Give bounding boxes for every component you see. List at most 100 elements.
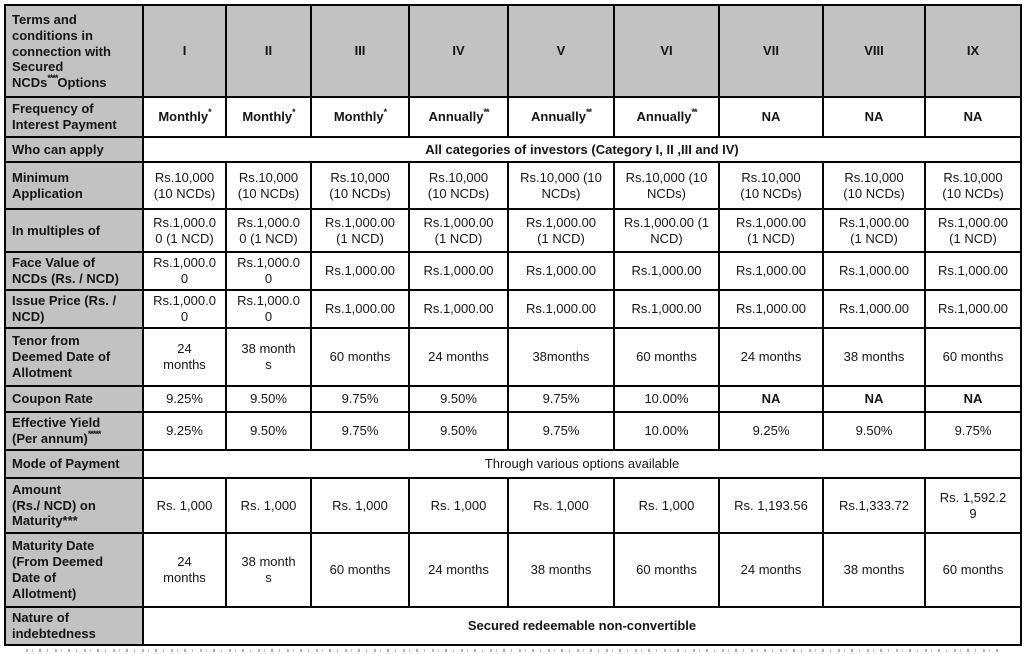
table-cell: Rs.1,000.00 (1 NCD) [507,208,615,253]
table-row: Mode of Payment Through various options … [4,449,1022,479]
table-cell: Monthly* [310,96,410,138]
cell-superscript: ** [585,106,592,117]
table-cell: 38 month s [225,532,312,608]
table-cell: Rs.1,000.00 [507,289,615,329]
table-cell: NA [718,96,824,138]
table-cell: 60 months [310,327,410,387]
row-label-amount-on-maturity: Amount (Rs./ NCD) on Maturity*** [4,477,144,534]
table-row: Effective Yield (Per annum)***** 9.25% 9… [4,411,1022,451]
table-cell: 60 months [310,532,410,608]
table-cell: Rs.1,000.00 [822,289,926,329]
table-cell: Rs.1,000.0 0 (1 NCD) [142,208,227,253]
table-cell: Rs.1,000.00 [408,251,509,291]
table-cell: 9.50% [225,411,312,451]
column-header-IX: IX [924,4,1022,98]
table-cell: Rs.1,000.00 [408,289,509,329]
table-cell: 60 months [613,532,720,608]
table-cell: Rs.10,000 (10 NCDs) [310,161,410,210]
table-cell: Rs. 1,000 [613,477,720,534]
table-cell: Monthly* [142,96,227,138]
spanning-cell-mode-of-payment: Through various options available [142,449,1022,479]
table-cell: Rs.10,000 (10 NCDs) [924,161,1022,210]
table-row: Coupon Rate 9.25% 9.50% 9.75% 9.50% 9.75… [4,385,1022,413]
cell-text: Monthly [158,109,209,125]
table-cell: Rs.1,000.00 (1 NCD) [718,208,824,253]
table-row: Issue Price (Rs. / NCD) Rs.1,000.0 0 Rs.… [4,289,1022,329]
table-cell: 9.75% [507,385,615,413]
row-label-issue-price: Issue Price (Rs. / NCD) [4,289,144,329]
spanning-cell-who-can-apply: All categories of investors (Category I,… [142,136,1022,163]
table-cell: Rs.10,000 (10 NCDs) [507,161,615,210]
table-cell: 38 months [822,532,926,608]
row-label-mode-of-payment: Mode of Payment [4,449,144,479]
cell-text: Monthly [333,109,384,125]
cell-superscript: * [383,106,387,117]
table-cell: 9.50% [225,385,312,413]
table-cell: Rs.10,000 (10 NCDs) [613,161,720,210]
ncd-terms-table: Terms and conditions in connection with … [4,4,1022,646]
table-cell: 9.25% [142,411,227,451]
table-cell: 60 months [924,532,1022,608]
cell-superscript: * [292,106,295,117]
table-cell: NA [924,96,1022,138]
table-cell: Rs.1,000.00 [924,289,1022,329]
table-row: Frequency of Interest Payment Monthly* M… [4,96,1022,138]
table-row: Nature of indebtedness Secured redeemabl… [4,606,1022,646]
table-cell: Rs.1,000.00 [718,289,824,329]
table-row: In multiples of Rs.1,000.0 0 (1 NCD) Rs.… [4,208,1022,253]
column-header-II: II [225,4,312,98]
table-cell: Rs.1,000.00 (1 NCD) [924,208,1022,253]
table-cell: 9.50% [822,411,926,451]
table-cell: Rs.1,000.0 0 (1 NCD) [225,208,312,253]
table-cell: 24 months [408,532,509,608]
table-row: Minimum Application Rs.10,000 (10 NCDs) … [4,161,1022,210]
table-cell: 24 months [142,327,227,387]
corner-header-terms: Terms and conditions in connection with … [4,4,144,98]
table-cell: Rs.1,000.0 0 [142,289,227,329]
table-cell: Rs.10,000 (10 NCDs) [142,161,227,210]
table-cell: Rs.10,000 (10 NCDs) [822,161,926,210]
row-label-nature-of-indebtedness: Nature of indebtedness [4,606,144,646]
table-cell: Rs.1,000.00 (1 NCD) [408,208,509,253]
cell-superscript: ** [483,106,489,117]
table-cell: Rs. 1,592.2 9 [924,477,1022,534]
table-cell: Rs.1,000.00 [310,289,410,329]
table-cell: NA [822,96,926,138]
table-cell: Rs.10,000 (10 NCDs) [225,161,312,210]
row-label-who-can-apply: Who can apply [4,136,144,163]
cell-superscript: ** [691,106,697,117]
table-cell: Rs. 1,000 [507,477,615,534]
table-cell: 9.75% [507,411,615,451]
row-label-coupon-rate: Coupon Rate [4,385,144,413]
table-row: Tenor from Deemed Date of Allotment 24 m… [4,327,1022,387]
table-row: Who can apply All categories of investor… [4,136,1022,163]
cell-text: Annually [428,109,484,125]
table-cell: Rs.1,000.00 [613,251,720,291]
corner-suffix: Options [57,75,107,91]
table-cell: Rs.1,000.00 [310,251,410,291]
table-cell: 38 month s [225,327,312,387]
table-cell: Rs.1,000.00 [507,251,615,291]
table-cell: 24 months [408,327,509,387]
row-label-tenor: Tenor from Deemed Date of Allotment [4,327,144,387]
cell-superscript: * [208,106,211,117]
column-header-IV: IV [408,4,509,98]
table-cell: Rs. 1,193.56 [718,477,824,534]
table-cell: 38 months [507,532,615,608]
table-cell: NA [924,385,1022,413]
column-header-III: III [310,4,410,98]
row-label-face-value: Face Value of NCDs (Rs. / NCD) [4,251,144,291]
row-label-effective-yield: Effective Yield (Per annum)***** [4,411,144,451]
spanning-cell-nature-of-indebtedness: Secured redeemable non-convertible [142,606,1022,646]
table-cell: Rs. 1,000 [310,477,410,534]
table-cell: 9.25% [718,411,824,451]
table-cell: 9.75% [310,385,410,413]
clipped-footnote-line [26,648,1004,652]
table-cell: 9.50% [408,385,509,413]
table-cell: 24 months [718,327,824,387]
table-cell: 60 months [924,327,1022,387]
column-header-VII: VII [718,4,824,98]
table-cell: 9.75% [924,411,1022,451]
table-cell: 9.75% [310,411,410,451]
